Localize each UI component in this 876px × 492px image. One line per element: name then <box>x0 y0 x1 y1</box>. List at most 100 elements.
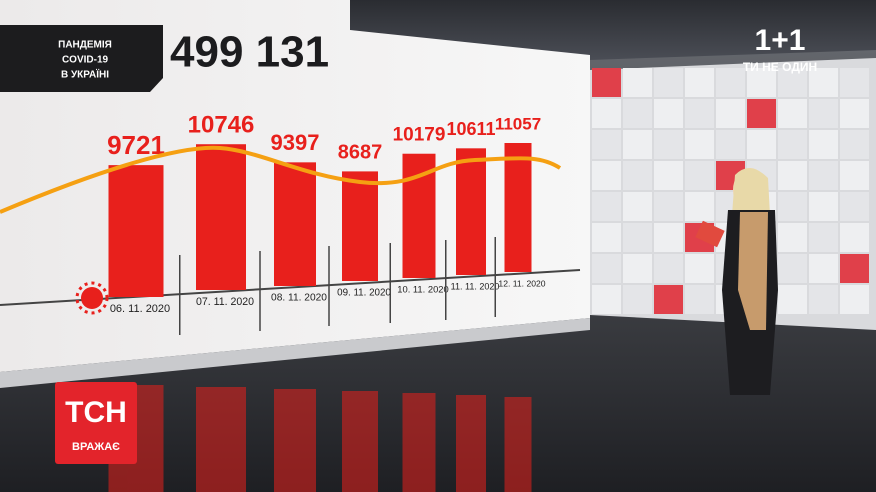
total-cases: 499 131 <box>170 28 329 77</box>
wall-tile <box>592 285 621 314</box>
reflections <box>108 385 532 492</box>
wall-tile <box>592 99 621 128</box>
wall-tile <box>716 68 745 97</box>
wall-tile <box>809 254 838 283</box>
wall-tile <box>809 68 838 97</box>
wall-tile <box>623 223 652 252</box>
x-tick-label: 08. 11. 2020 <box>271 293 327 304</box>
wall-tile <box>654 192 683 221</box>
wall-tile <box>778 192 807 221</box>
wall-tile <box>592 254 621 283</box>
wall-tile <box>716 130 745 159</box>
wall-tile <box>747 130 776 159</box>
wall-tile <box>840 223 869 252</box>
value-label: 8687 <box>338 142 383 164</box>
bar-reflection <box>402 393 436 492</box>
wall-tile <box>592 130 621 159</box>
bar-reflection <box>274 389 316 492</box>
channel-logo: 1+1 <box>755 24 806 57</box>
bar <box>108 165 164 297</box>
x-tick-label: 12. 11. 2020 <box>498 278 545 288</box>
value-label: 11057 <box>495 114 541 133</box>
wall-tile <box>592 223 621 252</box>
wall-edge <box>0 318 590 388</box>
wall-tile <box>809 99 838 128</box>
wall-tile <box>778 223 807 252</box>
value-label: 9397 <box>271 130 320 155</box>
x-tick-label: 06. 11. 2020 <box>110 303 170 315</box>
x-tick-label: 07. 11. 2020 <box>196 296 254 308</box>
channel-slogan: ТИ НЕ ОДИН <box>743 60 817 74</box>
wall-tile <box>778 254 807 283</box>
show-logo-box <box>55 382 137 464</box>
wall-tile <box>778 161 807 190</box>
wall-tile <box>654 223 683 252</box>
header-badge <box>0 25 163 92</box>
wall-tile <box>840 68 869 97</box>
wall-tile <box>592 68 621 97</box>
wall-tile <box>778 130 807 159</box>
wall-tile <box>592 161 621 190</box>
trend-line <box>0 145 562 214</box>
wall-tile <box>809 161 838 190</box>
x-tick-label: 10. 11. 2020 <box>397 283 448 294</box>
wall-tile <box>685 99 714 128</box>
bar-reflection <box>504 397 532 492</box>
bar <box>274 162 316 286</box>
bar <box>504 143 532 272</box>
wall-tile <box>685 161 714 190</box>
virus-icon <box>81 287 103 309</box>
wall-tile <box>623 192 652 221</box>
wall-tile <box>623 161 652 190</box>
wall-tile <box>747 68 776 97</box>
wall-tile <box>654 161 683 190</box>
wall-tile <box>716 99 745 128</box>
show-logo: ТСН <box>65 396 127 429</box>
bar-reflection <box>456 395 486 492</box>
wall-tile <box>747 99 776 128</box>
wall-tile <box>592 192 621 221</box>
header-line: В УКРАЇНІ <box>61 68 109 81</box>
wall-tile <box>654 285 683 314</box>
bar <box>456 148 486 275</box>
wall-tile <box>685 68 714 97</box>
value-label: 10746 <box>188 112 255 139</box>
wall-tile <box>685 285 714 314</box>
wall-tile <box>778 68 807 97</box>
wall-tile <box>685 192 714 221</box>
wall-tile <box>654 254 683 283</box>
wall-tile <box>840 99 869 128</box>
bar <box>196 144 246 290</box>
show-tagline: ВРАЖАЄ <box>72 441 120 453</box>
wall-tile <box>654 130 683 159</box>
x-tick-label: 09. 11. 2020 <box>337 288 391 299</box>
wall-tile <box>840 192 869 221</box>
wall-tile <box>654 68 683 97</box>
wall-tile <box>623 99 652 128</box>
bar-reflection <box>196 387 246 492</box>
header-line: COVID-19 <box>62 55 109 66</box>
wall-tile <box>778 99 807 128</box>
bar-reflection <box>342 391 378 492</box>
wall-tile <box>654 99 683 128</box>
wall-tile <box>840 285 869 314</box>
wall-tile <box>685 130 714 159</box>
wall-tile <box>623 254 652 283</box>
wall-tile <box>809 223 838 252</box>
wall-tile <box>809 192 838 221</box>
value-label: 10179 <box>393 125 446 146</box>
wall-tile <box>685 254 714 283</box>
wall-tile <box>623 130 652 159</box>
wall-tile <box>840 130 869 159</box>
virus-spikes <box>75 281 109 315</box>
wall-tile <box>840 161 869 190</box>
wall-tile <box>623 68 652 97</box>
wall-tile <box>778 285 807 314</box>
bar <box>342 171 378 281</box>
x-tick-label: 11. 11. 2020 <box>451 281 500 291</box>
wall-tile <box>809 285 838 314</box>
header-line: ПАНДЕМІЯ <box>58 40 112 51</box>
value-label: 10611 <box>446 119 495 139</box>
presenter <box>695 168 778 395</box>
